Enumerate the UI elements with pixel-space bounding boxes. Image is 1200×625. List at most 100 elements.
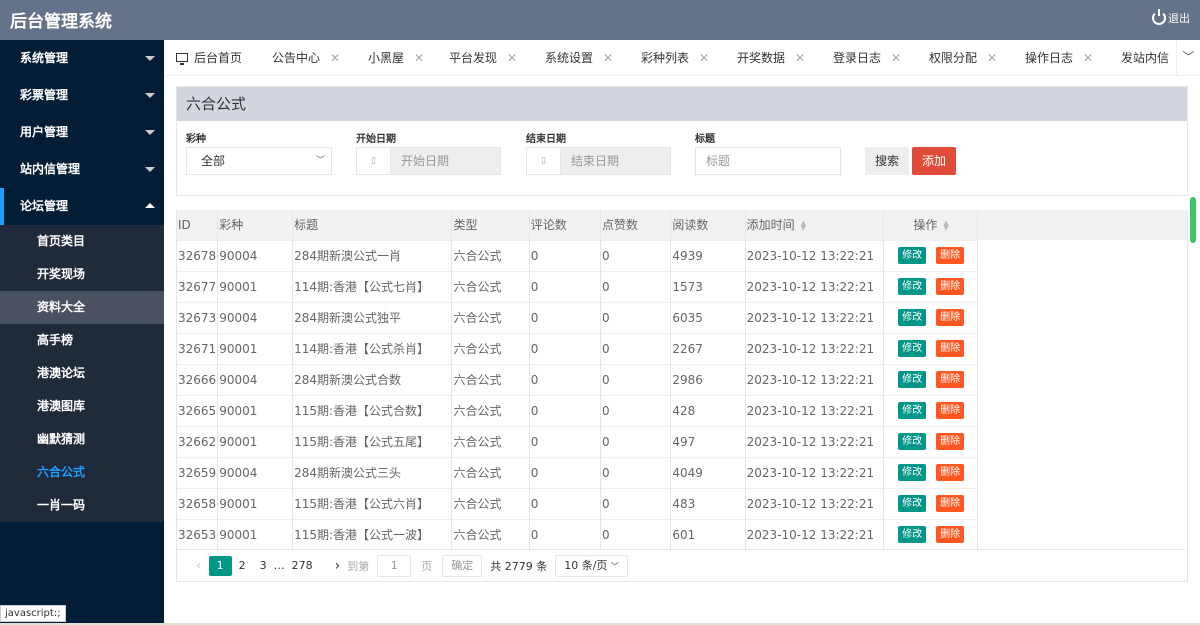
actions-cell: 修改 删除 (883, 425, 979, 457)
sidebar-subitem[interactable]: 高手榜 (37, 333, 74, 347)
close-icon[interactable]: ✕ (414, 50, 425, 65)
table-cell: 4049 (670, 456, 746, 488)
table-cell: 0 (600, 239, 672, 271)
edit-button[interactable]: 修改 (898, 495, 927, 512)
row-filler (978, 302, 1187, 333)
sidebar-menu-3[interactable]: 站内信管理 (0, 151, 164, 188)
edit-button[interactable]: 修改 (898, 433, 927, 450)
table-cell: 32677 (177, 270, 219, 302)
delete-button[interactable]: 删除 (936, 278, 965, 295)
tabs-more-chevron-icon[interactable]: ﹀ (1176, 40, 1200, 75)
edit-button[interactable]: 修改 (898, 402, 927, 419)
table-cell: 0 (600, 301, 672, 333)
tab-label: 彩种列表 (641, 51, 690, 65)
delete-button[interactable]: 删除 (936, 402, 965, 419)
actions-cell: 修改 删除 (883, 239, 979, 271)
close-icon[interactable]: ✕ (330, 50, 341, 65)
end-date-input[interactable]: ▯ 结束日期 (526, 147, 671, 175)
tab-item[interactable]: 小黑屋 ✕ (356, 49, 437, 66)
close-icon[interactable]: ✕ (891, 50, 902, 65)
logout-button[interactable]: 退出 (1152, 9, 1190, 26)
tab-item[interactable]: 开奖数据 ✕ (725, 49, 821, 66)
sidebar-subitem[interactable]: 港澳论坛 (37, 366, 86, 380)
column-header: 点赞数 (600, 210, 672, 240)
tab-item[interactable]: 彩种列表 ✕ (629, 49, 725, 66)
page-1-button[interactable]: 1 (208, 555, 232, 576)
close-icon[interactable]: ✕ (795, 50, 806, 65)
goto-page-input[interactable]: 1 (377, 554, 412, 577)
tab-item[interactable]: 后台首页 (164, 49, 260, 66)
page-size-select[interactable]: 10 条/页 ﹀ (555, 554, 628, 577)
page-3-button[interactable]: 3 (259, 558, 267, 572)
edit-button[interactable]: 修改 (898, 464, 927, 481)
tab-item[interactable]: 权限分配 ✕ (917, 49, 1013, 66)
page-2-button[interactable]: 2 (238, 558, 246, 572)
prev-page-button[interactable]: ‹ (196, 557, 202, 574)
table-cell: 2023-10-12 13:22:21 (745, 270, 884, 302)
delete-button[interactable]: 删除 (936, 495, 965, 512)
table-row: 32665 90001 115期:香港【公式合数】 六合公式 0 0 428 2023-10-… (177, 394, 1187, 426)
sidebar-menu-4[interactable]: 论坛管理 (0, 188, 164, 225)
delete-button[interactable]: 删除 (936, 340, 965, 357)
sidebar-menu-label: 站内信管理 (20, 162, 81, 176)
scrollbar[interactable] (1190, 197, 1196, 243)
tab-label: 操作日志 (1025, 51, 1074, 65)
tab-item[interactable]: 平台发现 ✕ (437, 49, 533, 66)
close-icon[interactable]: ✕ (603, 50, 614, 65)
edit-button[interactable]: 修改 (898, 340, 927, 357)
status-bar-url: javascript:; (0, 605, 66, 622)
close-icon[interactable]: ✕ (987, 50, 998, 65)
delete-button[interactable]: 删除 (936, 371, 965, 388)
sidebar-subitem[interactable]: 港澳图库 (37, 399, 86, 413)
sidebar-menu-1[interactable]: 彩票管理 (0, 77, 164, 114)
column-header[interactable]: 操作 ▲ ▼ (883, 210, 979, 240)
table-cell: 六合公式 (451, 301, 530, 333)
sidebar-menu-0[interactable]: 系统管理 (0, 40, 164, 77)
sidebar-subitem[interactable]: 资料大全 (0, 291, 164, 324)
tab-item[interactable]: 操作日志 ✕ (1013, 49, 1109, 66)
tab-item[interactable]: 系统设置 ✕ (533, 49, 629, 66)
sidebar-subitem[interactable]: 幽默猜测 (37, 432, 86, 446)
delete-button[interactable]: 删除 (936, 247, 965, 264)
edit-button[interactable]: 修改 (898, 278, 927, 295)
sort-icon: ▲ ▼ (943, 218, 949, 232)
next-page-button[interactable]: › (334, 557, 341, 574)
table-cell: 114期:香港【公式七肖】 (292, 270, 453, 302)
confirm-button[interactable]: 确定 (442, 554, 483, 577)
lottery-select[interactable]: 全部 ﹀ (186, 147, 332, 175)
table-cell: 2023-10-12 13:22:21 (745, 363, 884, 395)
tab-item[interactable]: 登录日志 ✕ (821, 49, 917, 66)
close-icon[interactable]: ✕ (1083, 50, 1094, 65)
tab-item[interactable]: 公告中心 ✕ (260, 49, 356, 66)
edit-button[interactable]: 修改 (898, 309, 927, 326)
search-button[interactable]: 搜索 (865, 147, 910, 175)
sidebar-subitem[interactable]: 六合公式 (37, 465, 86, 479)
sidebar-subitem[interactable]: 开奖现场 (37, 267, 86, 281)
sidebar-menu-label: 用户管理 (20, 125, 69, 139)
column-header[interactable]: 添加时间 ▲ ▼ (745, 210, 884, 240)
delete-button[interactable]: 删除 (936, 464, 965, 481)
end-date-placeholder: 结束日期 (561, 148, 670, 174)
table-cell: 2023-10-12 13:22:21 (745, 518, 884, 550)
tab-bar: 后台首页 公告中心 ✕ 小黑屋 ✕ 平台发现 ✕ 系统设置 ✕ 彩种列表 ✕ 开奖数据 ✕ 登录日志 ✕ 权限… (164, 40, 1200, 76)
close-icon[interactable]: ✕ (699, 50, 710, 65)
table-cell: 90001 (217, 394, 294, 426)
delete-button[interactable]: 删除 (936, 433, 965, 450)
sidebar-menu-2[interactable]: 用户管理 (0, 114, 164, 151)
page-size-value: 10 条/页 (564, 558, 608, 572)
table-cell: 0 (600, 270, 672, 302)
edit-button[interactable]: 修改 (898, 371, 927, 388)
edit-button[interactable]: 修改 (898, 247, 927, 264)
delete-button[interactable]: 删除 (936, 309, 965, 326)
title-input[interactable]: 标题 (695, 147, 841, 175)
close-icon[interactable]: ✕ (507, 50, 518, 65)
edit-button[interactable]: 修改 (898, 526, 927, 544)
add-button[interactable]: 添加 (912, 147, 957, 175)
column-header: 标题 (292, 210, 453, 240)
last-page-button[interactable]: 278 (291, 558, 313, 572)
tab-item[interactable]: 发站内信 (1109, 49, 1189, 66)
start-date-input[interactable]: ▯ 开始日期 (356, 147, 501, 175)
sidebar-subitem[interactable]: 一肖一码 (37, 498, 86, 512)
sidebar-subitem[interactable]: 首页类目 (37, 234, 86, 248)
delete-button[interactable]: 删除 (936, 526, 965, 544)
